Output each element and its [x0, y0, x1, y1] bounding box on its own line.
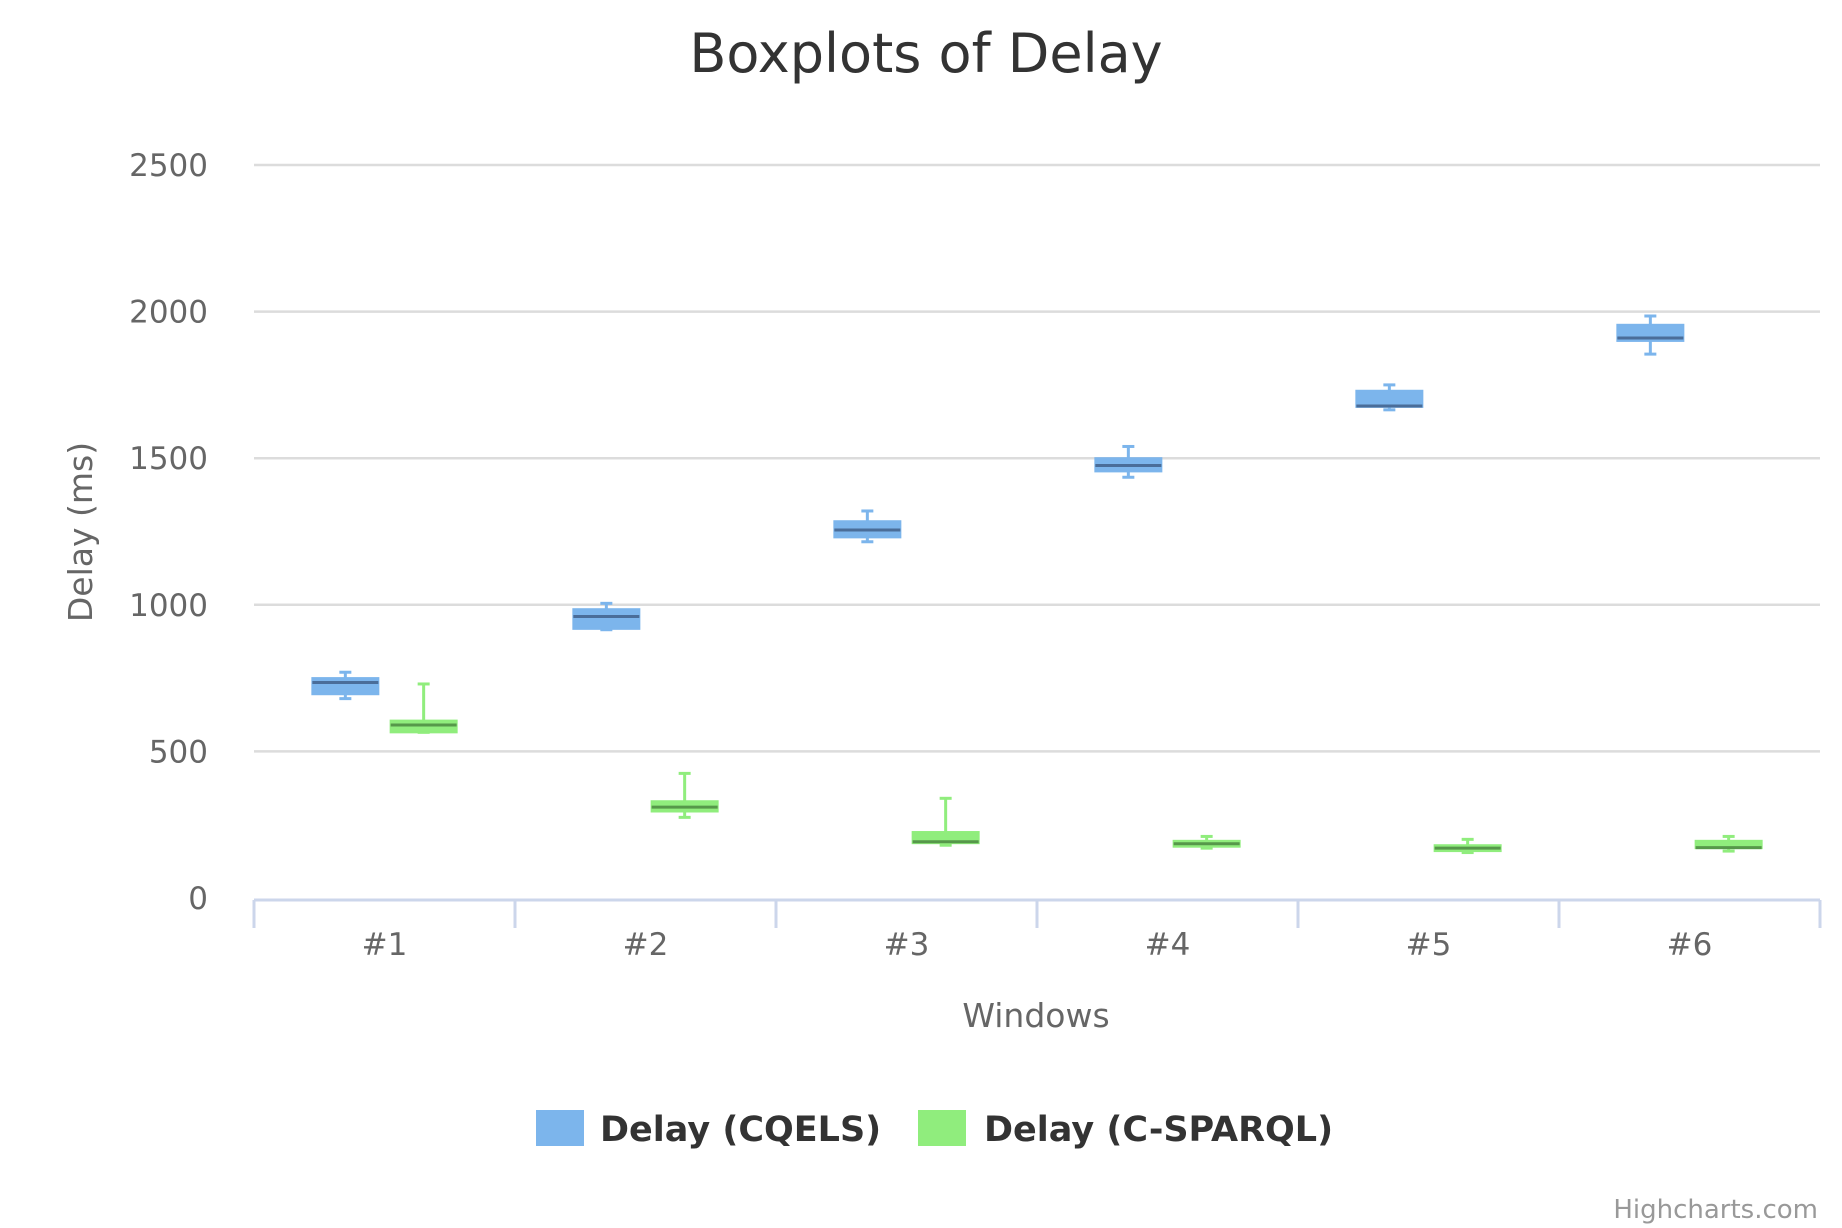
- iqr-box: [572, 608, 641, 630]
- box-cqels[interactable]: [833, 509, 902, 544]
- y-tick-label: 1000: [129, 588, 208, 624]
- x-axis: #1 #2 #3 #4 #5 #6: [252, 898, 1822, 963]
- y-axis-ticks: 0 500 1000 1500 2000 2500: [129, 148, 208, 917]
- y-tick-label: 0: [188, 881, 208, 917]
- box-csparql[interactable]: [1172, 834, 1241, 850]
- box-cqels[interactable]: [311, 670, 380, 701]
- legend-item-cqels[interactable]: Delay (CQELS): [536, 1110, 881, 1150]
- box-csparql[interactable]: [911, 796, 980, 847]
- x-tick-label: #1: [362, 927, 408, 963]
- legend-swatch: [536, 1110, 584, 1146]
- legend-swatch: [918, 1110, 966, 1146]
- y-axis-title: Delay (ms): [61, 442, 100, 622]
- x-tick-label: #2: [623, 927, 669, 963]
- credits-text[interactable]: Highcharts.com: [1613, 1195, 1818, 1225]
- iqr-box: [1355, 389, 1424, 408]
- legend: Delay (CQELS) Delay (C-SPARQL): [536, 1110, 1333, 1150]
- iqr-box: [311, 677, 380, 696]
- box-cqels[interactable]: [1094, 444, 1163, 479]
- box-series: [311, 314, 1763, 855]
- y-tick-label: 1500: [129, 441, 208, 477]
- legend-label: Delay (C-SPARQL): [984, 1110, 1333, 1150]
- y-tick-label: 500: [149, 734, 208, 770]
- box-csparql[interactable]: [389, 682, 458, 734]
- x-axis-title: Windows: [962, 996, 1109, 1035]
- x-tick-label: #3: [884, 927, 930, 963]
- x-tick-label: #5: [1406, 927, 1452, 963]
- legend-label: Delay (CQELS): [600, 1110, 881, 1150]
- box-cqels[interactable]: [572, 601, 641, 632]
- legend-item-csparql[interactable]: Delay (C-SPARQL): [918, 1110, 1333, 1150]
- y-tick-label: 2500: [129, 148, 208, 184]
- box-cqels[interactable]: [1616, 314, 1685, 356]
- box-csparql[interactable]: [650, 771, 719, 819]
- chart-title: Boxplots of Delay: [689, 22, 1162, 85]
- x-tick-label: #4: [1145, 927, 1191, 963]
- x-tick-label: #6: [1667, 927, 1713, 963]
- gridlines: [254, 163, 1820, 753]
- y-tick-label: 2000: [129, 295, 208, 331]
- box-csparql[interactable]: [1433, 837, 1502, 855]
- box-cqels[interactable]: [1355, 383, 1424, 412]
- box-csparql[interactable]: [1694, 834, 1763, 853]
